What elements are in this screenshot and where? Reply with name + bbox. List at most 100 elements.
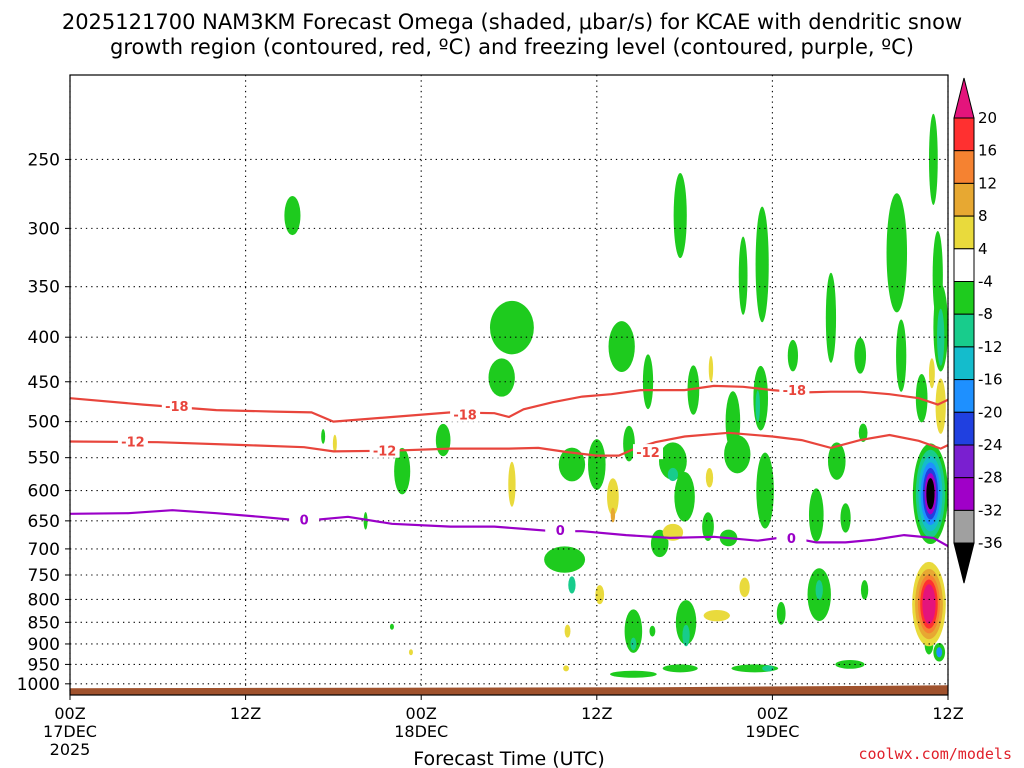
colorbar-label: 12	[978, 174, 997, 192]
x-tick-date: 19DEC	[745, 722, 799, 741]
omega-cell	[937, 308, 945, 366]
omega-cell	[808, 488, 824, 542]
colorbar-segment	[953, 509, 975, 544]
colorbar-segment	[953, 444, 975, 479]
y-tick-label: 550	[28, 449, 60, 469]
omega-cell	[568, 576, 576, 594]
omega-cell	[649, 625, 656, 637]
colorbar-label: -16	[978, 371, 1003, 389]
omega-cell	[682, 624, 690, 647]
contour-label-bg	[776, 529, 807, 545]
x-tick-label: 00Z	[54, 704, 85, 723]
x-tick-year: 2025	[50, 740, 91, 759]
colorbar-label: -24	[978, 436, 1003, 454]
omega-cell	[563, 665, 569, 672]
x-tick-label: 12Z	[581, 704, 612, 723]
contour-label-bg	[633, 444, 664, 460]
x-axis-title: Forecast Time (UTC)	[413, 748, 604, 768]
omega-cell	[508, 461, 516, 507]
omega-cell	[755, 206, 769, 323]
contour-line	[70, 384, 948, 423]
omega-cell	[815, 580, 823, 600]
y-tick-label: 800	[28, 590, 60, 610]
colorbar-label: 4	[978, 240, 988, 258]
omega-cell	[667, 467, 679, 482]
omega-cell	[488, 358, 515, 397]
omega-cell	[389, 623, 394, 630]
x-tick-label: 12Z	[230, 704, 261, 723]
contour-label-bg	[545, 522, 576, 538]
colorbar-label: 20	[978, 109, 997, 127]
colorbar-label: -8	[978, 305, 993, 323]
omega-cell	[886, 193, 908, 313]
y-tick-label: 1000	[17, 675, 60, 695]
y-tick-label: 250	[28, 150, 60, 170]
omega-cell	[674, 471, 695, 522]
omega-cell	[595, 585, 605, 605]
colorbar-label: -20	[978, 403, 1003, 421]
ground	[70, 685, 948, 695]
omega-cell	[755, 390, 760, 422]
colorbar-segment	[953, 248, 975, 283]
contour-label: 0	[300, 514, 309, 529]
x-tick-date: 17DEC	[43, 722, 97, 741]
omega-cell	[928, 358, 935, 389]
omega-cell	[607, 478, 619, 516]
y-tick-label: 400	[28, 328, 60, 348]
omega-core-ring	[926, 478, 935, 510]
omega-cell	[558, 447, 586, 482]
contour-label: 0	[787, 532, 796, 547]
omega-cell	[840, 503, 851, 533]
omega-shading	[284, 113, 948, 678]
omega-cell	[724, 435, 751, 474]
contour-label-bg	[369, 442, 400, 458]
colorbar-label: 16	[978, 142, 997, 160]
y-tick-label: 750	[28, 566, 60, 586]
colorbar-segment	[953, 411, 975, 446]
contour-label-bg	[117, 433, 148, 449]
colorbar-label: -12	[978, 338, 1003, 356]
chart-title-line-2: growth region (contoured, red, ºC) and f…	[110, 35, 914, 59]
y-tick-label: 350	[28, 278, 60, 298]
omega-cell	[564, 624, 571, 638]
credit-link[interactable]: coolwx.com/models	[858, 745, 1012, 763]
contour-label-bg	[450, 406, 481, 422]
y-tick-label: 650	[28, 512, 60, 532]
colorbar-segment	[953, 215, 975, 250]
x-tick-label: 12Z	[932, 704, 963, 723]
colorbar: 20 16 12 8 4 -4 -8 -12 -16 -20 -24 -28 -32 -36	[953, 77, 1003, 584]
colorbar-segment	[953, 313, 975, 348]
colorbar-segment	[953, 150, 975, 184]
omega-cell	[739, 577, 750, 598]
omega-cell	[363, 512, 368, 530]
colorbar-label: -4	[978, 273, 993, 291]
omega-cell	[935, 378, 946, 434]
omega-cell	[860, 580, 869, 600]
contour-label: -12	[121, 436, 145, 451]
omega-cell	[936, 647, 943, 658]
y-tick-label: 850	[28, 613, 60, 633]
y-tick-label: 700	[28, 540, 60, 560]
omega-cell	[896, 319, 907, 392]
colorbar-label: 8	[978, 207, 988, 225]
contour-label-bg	[779, 382, 810, 398]
grid	[69, 75, 949, 695]
omega-cell	[610, 507, 616, 523]
omega-cell	[828, 442, 846, 480]
colorbar-label: -32	[978, 501, 1003, 519]
y-tick-label: 500	[28, 413, 60, 433]
contour-label: -12	[373, 445, 397, 460]
x-tick-date: 18DEC	[394, 722, 448, 741]
omega-cell	[662, 523, 684, 541]
omega-cell	[609, 670, 657, 678]
omega-cell	[825, 272, 837, 363]
omega-cell	[858, 423, 868, 442]
omega-cell	[662, 664, 698, 673]
omega-cell	[408, 649, 413, 656]
omega-cell	[321, 429, 326, 444]
colorbar-segment	[953, 182, 975, 217]
colorbar-segment	[953, 379, 975, 413]
colorbar-top-arrow	[953, 77, 975, 119]
plot-frame	[69, 74, 949, 696]
